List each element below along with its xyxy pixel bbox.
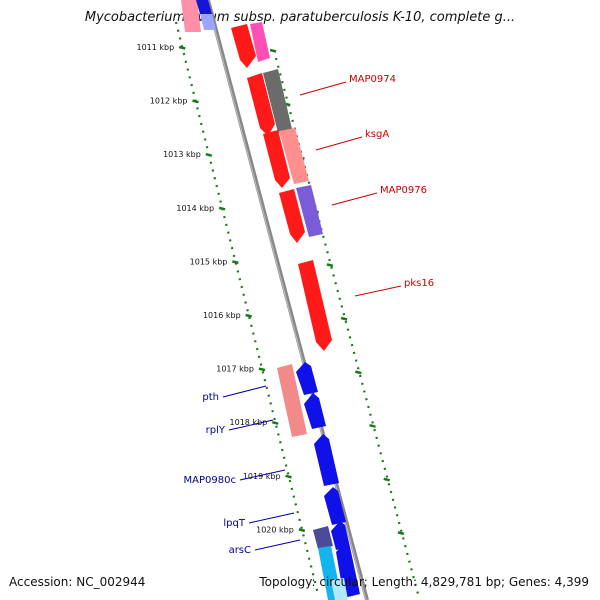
kbp-tick-outer [326, 263, 334, 268]
kbp-tick [232, 260, 239, 265]
gene-label-reverse[interactable]: lpqT [223, 518, 245, 529]
leader-line [248, 512, 295, 524]
gene-features [181, 0, 360, 600]
kbp-label: 1019 kbp [243, 472, 281, 481]
label-leaders [222, 81, 402, 551]
kbp-tick [178, 45, 186, 50]
kbp-tick-outer [355, 370, 362, 375]
kbp-tick [285, 474, 292, 479]
backbone-line [206, 0, 369, 600]
kbp-tick-outer [269, 48, 277, 53]
kbp-tick [271, 420, 279, 425]
kbp-tick-outer [340, 316, 348, 321]
kbp-tick [298, 528, 306, 533]
gene-feature[interactable] [200, 14, 216, 30]
kbp-label: 1014 kbp [176, 204, 214, 213]
kbp-tick [245, 313, 252, 318]
gene-feature-lpqT-dark[interactable] [313, 526, 333, 549]
kbp-label: 1020 kbp [256, 525, 294, 534]
gene-feature[interactable] [181, 0, 201, 32]
leader-line [239, 469, 286, 481]
accession: Accession: NC_002944 [9, 575, 146, 589]
kbp-label: 1016 kbp [203, 311, 241, 320]
kbp-label: 1013 kbp [163, 150, 201, 159]
gene-feature-pth-light[interactable] [277, 364, 307, 437]
leader-line [299, 81, 347, 96]
gene-feature[interactable] [196, 0, 212, 14]
gene-feature-map0980c[interactable] [314, 434, 339, 486]
leader-line [228, 419, 274, 431]
kbp-tick [218, 206, 226, 211]
gene-feature[interactable] [250, 22, 270, 62]
leader-line [331, 192, 378, 206]
leader-line [354, 285, 402, 297]
gene-label-reverse[interactable]: arsC [229, 545, 251, 556]
kbp-tick-outer [383, 477, 391, 482]
genome-stats: Topology: circular; Length: 4,829,781 bp… [259, 575, 589, 589]
kbp-tick-outer [397, 531, 405, 536]
kbp-label: 1012 kbp [150, 97, 188, 106]
kbp-label: 1015 kbp [190, 257, 228, 266]
gene-feature-ksgA[interactable] [263, 130, 290, 188]
kbp-tick [258, 367, 266, 372]
gene-label-forward[interactable]: ksgA [365, 129, 389, 140]
gene-feature-pth[interactable] [296, 362, 318, 395]
gene-feature-map0976[interactable] [279, 189, 305, 243]
kbp-label: 1011 kbp [136, 43, 174, 52]
gene-label-forward[interactable]: MAP0976 [380, 185, 427, 196]
gene-feature-lpqT[interactable] [324, 487, 346, 525]
gene-feature-map0973[interactable] [231, 24, 256, 68]
kbp-tick [192, 99, 199, 104]
gene-label-forward[interactable]: MAP0974 [349, 74, 396, 85]
gene-label-forward[interactable]: pks16 [404, 278, 434, 289]
gene-feature-map0974[interactable] [247, 73, 275, 136]
gene-label-reverse[interactable]: MAP0980c [184, 475, 236, 486]
gene-label-reverse[interactable]: rplY [206, 425, 226, 436]
gene-feature-pks16[interactable] [298, 260, 332, 351]
gene-labels: MAP0974 ksgA MAP0976 pks16 pth rplY MAP0980c lp… [184, 74, 435, 556]
gene-feature-arsC[interactable] [331, 521, 350, 550]
leader-line [315, 136, 363, 151]
leader-line [254, 539, 301, 551]
leader-line [222, 385, 267, 398]
gene-feature-map0974-shadow[interactable] [263, 69, 292, 133]
inner-dotted-track [174, 21, 320, 595]
gene-feature-rplY[interactable] [304, 393, 326, 429]
gene-feature-ksgA-light[interactable] [279, 128, 309, 184]
kbp-tick-outer [369, 423, 376, 428]
kbp-tick [205, 152, 213, 157]
kbp-label: 1017 kbp [216, 365, 254, 374]
gene-feature[interactable] [331, 578, 348, 600]
kbp-label: 1018 kbp [230, 418, 268, 427]
gene-feature-map0976-blue[interactable] [296, 185, 323, 237]
gene-label-reverse[interactable]: pth [202, 392, 219, 403]
